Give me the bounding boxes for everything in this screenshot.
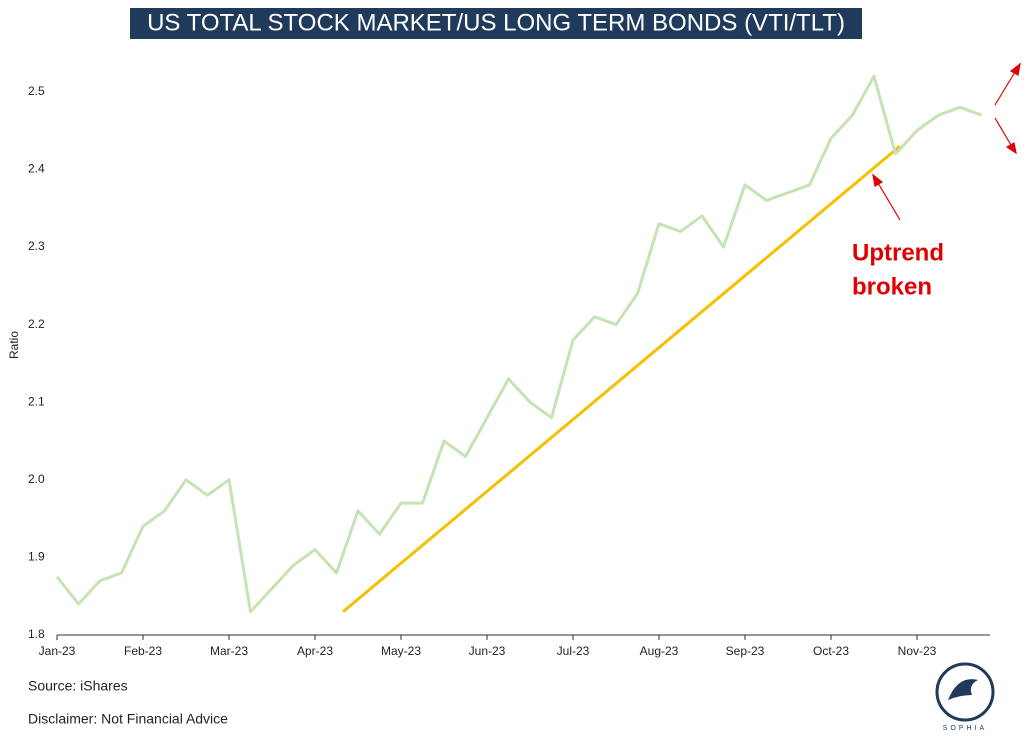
x-tick-label: Mar-23 (210, 644, 248, 658)
y-tick-label: 2.4 (28, 162, 45, 176)
y-tick-label: 2.1 (28, 394, 45, 408)
y-tick-label: 2.0 (28, 472, 45, 486)
x-tick-label: Jun-23 (469, 644, 506, 658)
x-tick-label: Aug-23 (640, 644, 679, 658)
disclaimer: Disclaimer: Not Financial Advice (28, 711, 228, 727)
x-tick-label: Jan-23 (39, 644, 76, 658)
annotation-line: Uptrend (852, 239, 944, 266)
x-tick-label: Apr-23 (297, 644, 333, 658)
chart-title: US TOTAL STOCK MARKET/US LONG TERM BONDS… (147, 9, 845, 36)
y-axis-label: Ratio (7, 331, 21, 359)
source: Source: iShares (28, 678, 128, 694)
x-tick-label: Oct-23 (813, 644, 849, 658)
x-tick-label: Sep-23 (726, 644, 765, 658)
y-tick-label: 1.8 (28, 627, 45, 641)
title-box (130, 8, 862, 39)
y-tick-label: 2.3 (28, 239, 45, 253)
x-tick-label: Feb-23 (124, 644, 162, 658)
y-tick-label: 2.5 (28, 84, 45, 98)
annotation-line: broken (852, 273, 932, 300)
x-tick-label: May-23 (381, 644, 421, 658)
y-tick-label: 2.2 (28, 317, 45, 331)
x-tick-label: Jul-23 (557, 644, 590, 658)
annotation-arrows (872, 62, 1021, 221)
logo-text: SOPHIA (943, 725, 987, 732)
trendline (342, 144, 901, 613)
x-tick-label: Nov-23 (898, 644, 937, 658)
y-tick-label: 1.9 (28, 550, 45, 564)
series-line (55, 74, 983, 614)
logo: SOPHIA (935, 662, 995, 732)
